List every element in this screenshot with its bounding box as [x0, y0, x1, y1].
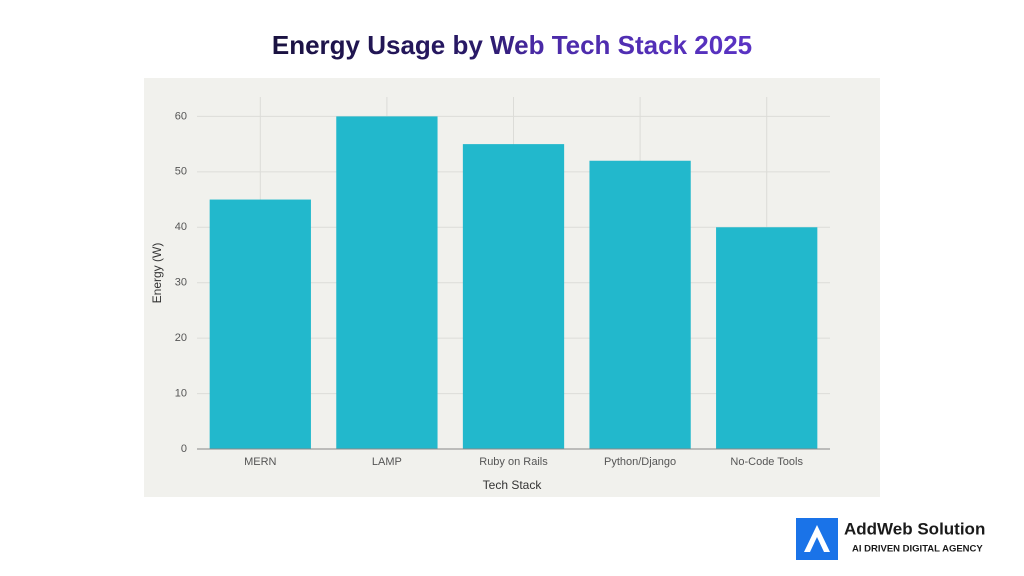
logo-name: AddWeb Solution — [844, 519, 985, 538]
bar — [336, 116, 438, 449]
y-tick-label: 30 — [175, 277, 187, 289]
x-tick-label: Python/Django — [604, 456, 676, 468]
bar — [589, 160, 691, 449]
y-tick-label: 60 — [175, 110, 187, 122]
bar — [462, 144, 565, 449]
x-tick-label: MERN — [244, 456, 276, 468]
y-tick-label: 10 — [175, 387, 187, 399]
y-tick-label: 40 — [175, 221, 187, 233]
bar — [209, 199, 311, 449]
logo-icon — [796, 518, 838, 560]
y-tick-label: 50 — [175, 166, 187, 178]
y-axis-label: Energy (W) — [150, 243, 164, 304]
x-tick-label: Ruby on Rails — [479, 456, 548, 468]
x-tick-label: LAMP — [372, 456, 402, 468]
x-axis-label: Tech Stack — [483, 478, 543, 492]
logo: AddWeb Solution AI DRIVEN DIGITAL AGENCY — [796, 518, 985, 560]
y-tick-label: 20 — [175, 332, 187, 344]
logo-icon-mark — [804, 525, 830, 552]
y-tick-label: 0 — [181, 443, 187, 455]
logo-tagline: AI DRIVEN DIGITAL AGENCY — [852, 544, 983, 555]
x-tick-label: No-Code Tools — [730, 456, 803, 468]
bar — [716, 227, 818, 449]
chart-title: Energy Usage by Web Tech Stack 2025 — [272, 30, 752, 60]
